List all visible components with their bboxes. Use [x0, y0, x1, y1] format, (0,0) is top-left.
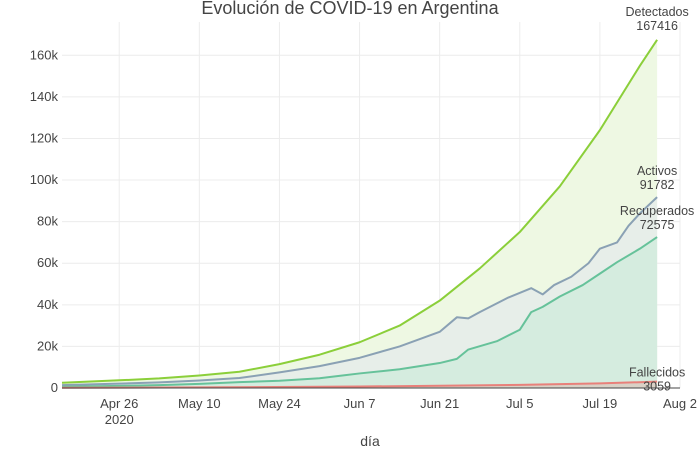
- x-tick-sublabel: 2020: [105, 412, 134, 427]
- x-tick-label: May 24: [258, 396, 301, 411]
- line-detectados[interactable]: [61, 39, 658, 384]
- y-tick-label: 60k: [37, 255, 58, 270]
- x-axis-title: día: [360, 433, 380, 449]
- line-recuperados[interactable]: [61, 236, 658, 388]
- x-tick-label: Jul 19: [583, 396, 618, 411]
- y-tick-label: 40k: [37, 297, 58, 312]
- series-areas: [62, 39, 658, 388]
- annotation-value: 91782: [640, 178, 675, 192]
- series-lines: [61, 39, 658, 389]
- x-tick-label: Jun 7: [344, 396, 376, 411]
- y-axis-ticks: 0 20k 40k 60k 80k 100k 120k 140k 160k: [30, 47, 59, 395]
- area-fallecidos: [62, 381, 658, 388]
- annotation-value: 3059: [643, 380, 671, 394]
- annotation-value: 72575: [640, 218, 675, 232]
- y-tick-label: 20k: [37, 338, 58, 353]
- y-tick-label: 160k: [30, 47, 59, 62]
- x-tick-label: Apr 26: [100, 396, 138, 411]
- annotation-value: 167416: [636, 19, 678, 33]
- annotation-name: Fallecidos: [629, 366, 685, 380]
- area-recuperados: [62, 237, 658, 388]
- annotation-name: Detectados: [625, 5, 688, 19]
- x-tick-label: Aug 2: [663, 396, 697, 411]
- annotation-name: Recuperados: [620, 204, 694, 218]
- line-activos[interactable]: [61, 196, 658, 387]
- y-tick-label: 100k: [30, 172, 59, 187]
- chart-title: Evolución de COVID-19 en Argentina: [201, 0, 499, 18]
- annotation-name: Activos: [637, 164, 677, 178]
- x-tick-label: Jul 5: [506, 396, 533, 411]
- y-tick-label: 140k: [30, 89, 59, 104]
- x-tick-label: May 10: [178, 396, 221, 411]
- y-tick-label: 80k: [37, 214, 58, 229]
- y-tick-label: 0: [51, 380, 58, 395]
- line-fallecidos[interactable]: [61, 380, 658, 389]
- x-tick-label: Jun 21: [420, 396, 459, 411]
- y-tick-label: 120k: [30, 130, 59, 145]
